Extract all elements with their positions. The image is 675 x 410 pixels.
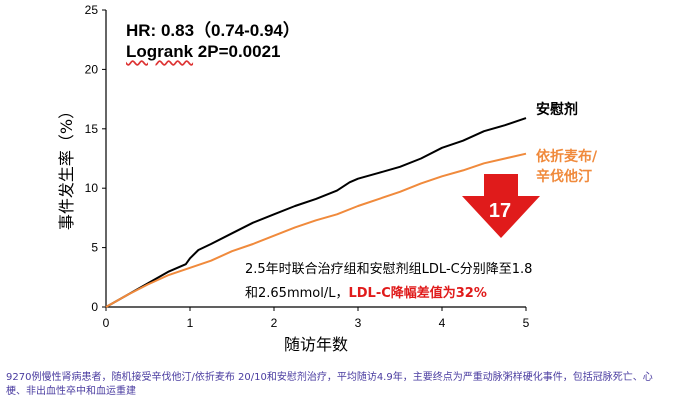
y-tick-label: 10	[85, 181, 99, 195]
y-tick-label: 5	[91, 241, 98, 255]
axes: 0 5 10 15 20 25 0 1 2 3 4 5 随访年数 事件发生率（%）	[57, 3, 530, 354]
series-lines	[105, 117, 527, 308]
reduction-arrow	[462, 174, 540, 238]
logrank-word: Logrank	[126, 42, 194, 61]
x-axis-label: 随访年数	[284, 335, 348, 354]
series-line-1	[105, 152, 527, 308]
ldl-note-line2: 和2.65mmol/L，LDL-C降幅差值为32%	[245, 282, 532, 306]
x-tick-label: 5	[523, 316, 530, 330]
series-line-0	[105, 117, 527, 308]
y-tick-label: 0	[91, 300, 98, 314]
arrow-number: 17	[488, 200, 512, 222]
legend-label-treatment: 依折麦布/ 辛伐他汀	[536, 147, 597, 187]
ldl-note-line2-a: 和2.65mmol/L，	[245, 286, 349, 301]
ldl-note-highlight: LDL-C降幅差值为32%	[348, 286, 487, 301]
hazard-ratio-text: HR: 0.83（0.74-0.94）	[126, 21, 300, 40]
y-tick-label: 25	[85, 3, 99, 17]
logrank-text: Logrank 2P=0.0021	[126, 42, 281, 62]
logrank-value: 2P=0.0021	[193, 42, 281, 61]
y-axis-label: 事件发生率（%）	[57, 103, 76, 230]
legend-label-treatment-line2: 辛伐他汀	[536, 169, 592, 185]
x-tick-label: 4	[439, 316, 446, 330]
legend-label-placebo: 安慰剂	[536, 102, 578, 118]
ldl-note: 2.5年时联合治疗组和安慰剂组LDL-C分别降至1.8 和2.65mmol/L，…	[245, 258, 532, 306]
ldl-note-line1: 2.5年时联合治疗组和安慰剂组LDL-C分别降至1.8	[245, 262, 533, 277]
study-footnote: 9270例慢性肾病患者，随机接受辛伐他汀/依折麦布 20/10和安慰剂治疗，平均…	[6, 372, 653, 397]
y-tick-label: 15	[85, 122, 99, 136]
x-tick-label: 1	[187, 316, 194, 330]
x-tick-label: 0	[103, 316, 110, 330]
y-tick-label: 20	[85, 62, 99, 76]
x-tick-label: 2	[271, 316, 278, 330]
x-tick-label: 3	[355, 316, 362, 330]
legend-label-treatment-line1: 依折麦布/	[536, 149, 598, 165]
km-chart: 0 5 10 15 20 25 0 1 2 3 4 5 随访年数 事件发生率（%）	[57, 3, 540, 354]
